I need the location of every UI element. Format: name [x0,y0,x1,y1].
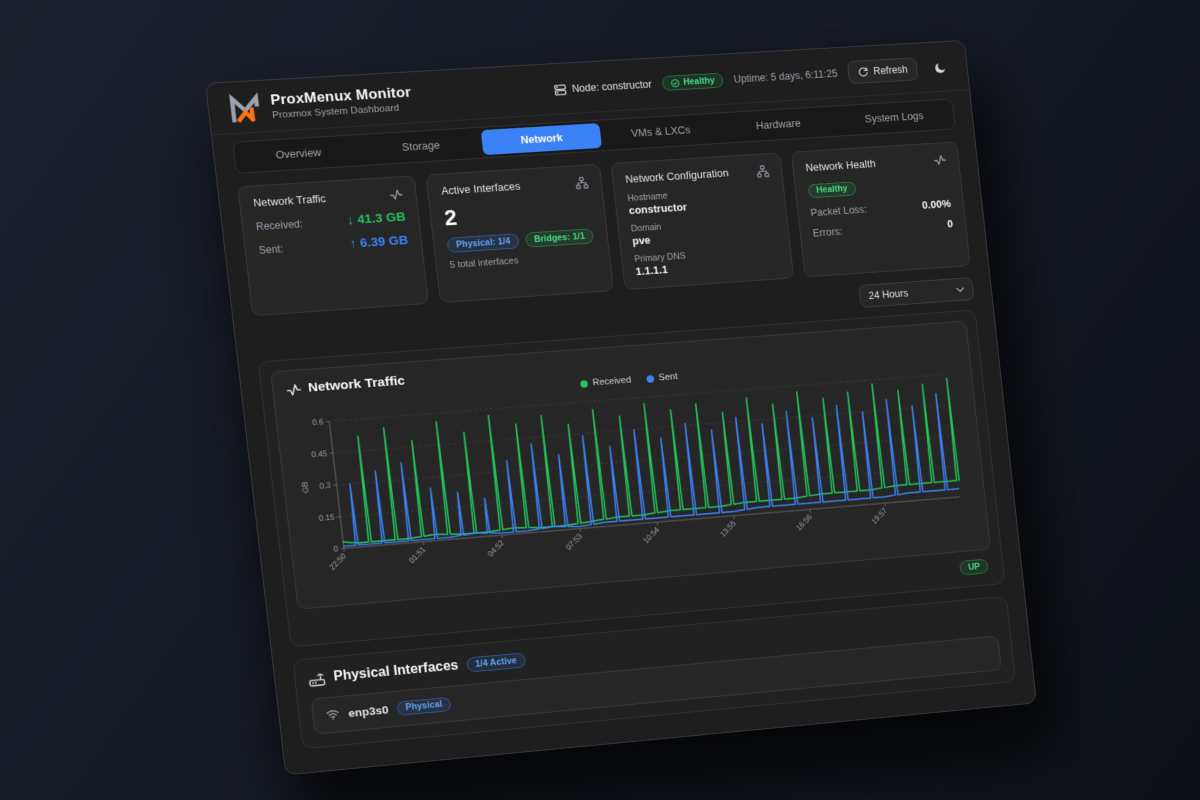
legend-item: Sent [645,372,678,384]
tab-storage[interactable]: Storage [359,130,482,162]
refresh-label: Refresh [872,63,909,77]
svg-text:0.6: 0.6 [312,417,325,427]
interface-type-badge: Bridges: 1/1 [524,228,595,248]
app-header: ProxMenux Monitor Proxmox System Dashboa… [205,40,970,136]
config-field: Hostname constructor [627,184,773,217]
card-title: Network Health [805,157,877,174]
health-rows: Packet Loss: 0.00% Errors: 0 [810,198,954,239]
health-row: Errors: 0 [812,218,953,239]
proxmenux-logo-icon [229,92,260,123]
chevron-down-icon [956,286,965,292]
network-tab-content: Network Traffic Received: ↓ 41.3 GB Sent… [217,128,1036,768]
header-status-area: Node: constructor Healthy Uptime: 5 days… [553,55,954,103]
network-traffic-chart: 0 0.15 0.3 0.45 0.6 22:50 01:51 04:52 07:53 10:54… [300,362,977,572]
tab-vms-lxcs[interactable]: VMs & LXCs [601,116,720,148]
health-row: Packet Loss: 0.00% [810,198,951,219]
svg-text:19:57: 19:57 [870,506,889,526]
traffic-row: Sent: ↑ 6.39 GB [258,233,409,257]
router-icon [308,670,326,687]
refresh-icon [857,66,869,77]
legend-dot [645,374,655,383]
brand: ProxMenux Monitor Proxmox System Dashboa… [226,82,413,125]
up-status-badge: UP [959,558,989,576]
health-status-badge: Healthy [807,180,857,199]
health-row-value: 0 [946,218,954,230]
network-traffic-card: Network Traffic Received: ↓ 41.3 GB Sent… [237,175,430,317]
node-health-label: Healthy [682,75,716,88]
config-field: Primary DNS 1.1.1.1 [634,245,780,278]
time-range-select[interactable]: 24 Hours [858,277,975,308]
node-indicator: Node: constructor [554,78,653,96]
network-configuration-card: Network Configuration Hostname construct… [610,152,794,291]
interface-badges: Physical: 1/4 Bridges: 1/1 [446,228,595,253]
health-row-label: Errors: [812,225,844,240]
active-count-badge: 1/4 Active [466,652,526,673]
legend-dot [579,379,589,388]
network-traffic-panel: Network Traffic Received Sent 0 0.15 0.3 0.… [257,309,1006,647]
config-field: Domain pve [630,215,776,247]
network-traffic-chart-card: Network Traffic Received Sent 0 0.15 0.3 0.… [270,320,992,610]
physical-interfaces-title: Physical Interfaces [332,658,460,684]
wifi-signal-icon [325,707,340,722]
interface-name: enp3s0 [347,703,390,720]
tab-system-logs[interactable]: System Logs [836,102,952,133]
traffic-row-label: Received: [255,217,304,233]
traffic-row-label: Sent: [258,242,285,257]
network-tree-icon [756,165,770,178]
svg-text:01:51: 01:51 [407,545,427,565]
svg-text:07:53: 07:53 [564,532,584,552]
config-fields: Hostname constructor Domain pve Primary … [627,184,780,278]
moon-icon [934,62,945,73]
interface-type-badge: Physical: 1/4 [446,233,520,253]
node-health-badge: Healthy [661,72,724,91]
traffic-rows: Received: ↓ 41.3 GB Sent: ↑ 6.39 GB [255,210,409,258]
network-nodes-icon [574,176,588,189]
tab-hardware[interactable]: Hardware [719,109,837,141]
activity-icon [389,188,403,201]
svg-text:22:50: 22:50 [328,551,349,572]
uptime-label: Uptime: 5 days, 6:11:25 [733,67,839,86]
svg-text:13:55: 13:55 [718,519,738,539]
card-title: Active Interfaces [440,180,521,198]
check-circle-icon [670,78,680,88]
theme-toggle-button[interactable] [926,55,953,81]
time-range-value: 24 Hours [867,287,909,302]
tab-network[interactable]: Network [480,123,603,156]
traffic-row: Received: ↓ 41.3 GB [255,210,406,234]
brand-text: ProxMenux Monitor Proxmox System Dashboa… [270,84,414,121]
card-title: Network Configuration [624,167,730,186]
interface-kind-badge: Physical [396,696,452,716]
activity-icon [933,154,946,167]
svg-text:0: 0 [333,544,339,553]
total-interfaces-caption: 5 total interfaces [449,255,520,271]
active-interfaces-count: 2 [443,204,459,231]
network-health-card: Network Health Healthy Packet Loss: 0.00… [790,141,971,278]
svg-text:04:52: 04:52 [486,538,506,558]
activity-icon [286,382,302,397]
traffic-row-value: ↑ 6.39 GB [349,233,409,252]
tab-overview[interactable]: Overview [236,138,360,171]
svg-text:16:56: 16:56 [794,512,814,532]
svg-text:GB: GB [300,481,310,494]
svg-text:0.15: 0.15 [318,513,335,523]
traffic-row-value: ↓ 41.3 GB [346,209,407,228]
proxmenux-monitor-window: ProxMenux Monitor Proxmox System Dashboa… [205,39,1037,776]
svg-text:0.3: 0.3 [319,481,332,491]
server-icon [554,83,568,96]
refresh-button[interactable]: Refresh [846,57,919,85]
svg-text:0.45: 0.45 [311,449,328,459]
node-label: Node: constructor [571,78,653,95]
health-row-value: 0.00% [921,198,952,212]
card-title: Network Traffic [252,192,327,210]
svg-text:10:54: 10:54 [642,525,662,545]
active-interfaces-card: Active Interfaces 2 Physical: 1/4 Bridges… [425,163,614,304]
health-row-label: Packet Loss: [810,203,868,219]
